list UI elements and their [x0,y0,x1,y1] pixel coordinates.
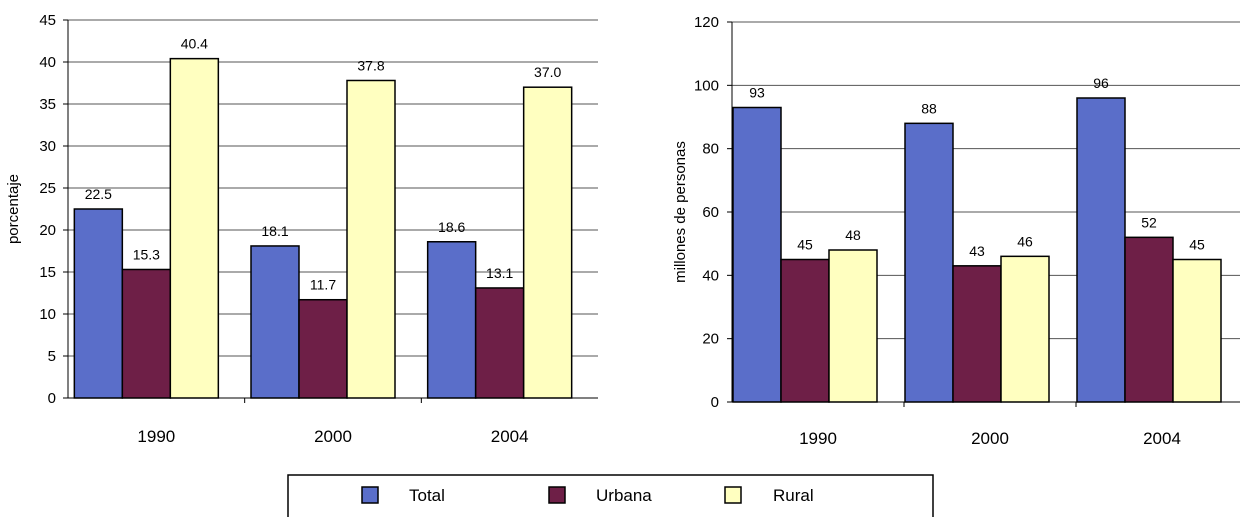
data-label-urbana-1990: 15.3 [133,246,160,262]
y-tick-label: 0 [48,390,56,407]
bar-total-2004 [426,241,477,399]
bar-total-1990 [73,208,124,399]
y-tick-label: 20 [702,331,719,348]
data-label-urbana-2004: 13.1 [486,265,513,281]
bar-urbana-2004 [1124,236,1174,403]
bar-total-2000 [904,122,954,403]
bar-rural-2004 [1172,258,1222,403]
x-tick-label: 2000 [971,429,1009,448]
x-tick-label: 1990 [137,427,175,446]
data-label-rural-1990: 48 [845,227,861,243]
legend-box [287,474,934,517]
bar-total-2000 [250,245,300,399]
legend: Total Urbana Rural [287,474,934,517]
data-label-total-2000: 18.1 [261,223,288,239]
data-label-urbana-2004: 52 [1141,214,1157,230]
bar-rural-2000 [346,79,396,399]
y-tick-label: 0 [711,394,719,411]
legend-label-rural: Rural [773,486,814,505]
x-tick-label: 2004 [1143,429,1181,448]
bar-urbana-2004 [474,287,525,399]
legend-swatch-rural [724,486,742,504]
bar-total-2004 [1076,97,1126,403]
y-tick-label: 120 [694,14,719,31]
legend-swatch-total [361,486,379,504]
data-label-rural-1990: 40.4 [181,36,208,52]
y-tick-label: 40 [702,267,719,284]
y-tick-label: 60 [702,204,719,221]
data-label-total-1990: 93 [749,85,765,101]
y-tick-label: 40 [39,54,56,71]
chart-porcentaje: 0 5 10 15 20 25 30 35 40 45 porcentaje 22.5 15.3 40.4… [5,12,598,446]
y-tick-label: 20 [39,222,56,239]
bar-rural-2004 [522,86,573,399]
y-tick-label: 25 [39,180,56,197]
y-axis-title: porcentaje [5,174,22,244]
bar-urbana-2000 [952,265,1002,403]
bar-urbana-2000 [298,298,348,399]
x-tick-label: 2000 [314,427,352,446]
y-tick-label: 15 [39,264,56,281]
y-tick-label: 100 [694,77,719,94]
data-label-total-2000: 88 [921,100,937,116]
y-tick-label: 5 [48,348,56,365]
bar-urbana-1990 [780,258,830,403]
data-label-total-2004: 18.6 [438,219,465,235]
y-tick-label: 35 [39,96,56,113]
data-label-rural-2000: 46 [1017,233,1033,249]
y-tick-label: 30 [39,138,56,155]
data-label-total-2004: 96 [1093,75,1109,91]
data-label-urbana-2000: 43 [969,243,985,259]
data-label-rural-2004: 45 [1189,237,1205,253]
data-label-urbana-2000: 11.7 [310,277,336,293]
x-tick-label: 2004 [491,427,529,446]
data-label-total-1990: 22.5 [85,186,112,202]
bar-urbana-1990 [121,268,172,399]
y-tick-label: 80 [702,141,719,158]
bar-rural-2000 [1000,255,1050,403]
legend-label-total: Total [409,486,445,505]
data-label-rural-2000: 37.8 [357,57,384,73]
bar-rural-1990 [828,249,878,403]
bar-rural-1990 [169,57,220,399]
y-axis-title: millones de personas [672,141,689,283]
legend-swatch-urbana [548,486,566,504]
chart-millones-de-personas: 0 20 40 60 80 100 120 millones de personas 93 45 4… [672,14,1240,448]
data-label-urbana-1990: 45 [797,237,813,253]
bar-total-1990 [732,106,782,403]
data-label-rural-2004: 37.0 [534,64,561,80]
legend-label-urbana: Urbana [596,486,652,505]
x-tick-label: 1990 [799,429,837,448]
y-tick-label: 45 [39,12,56,29]
y-tick-label: 10 [39,306,56,323]
